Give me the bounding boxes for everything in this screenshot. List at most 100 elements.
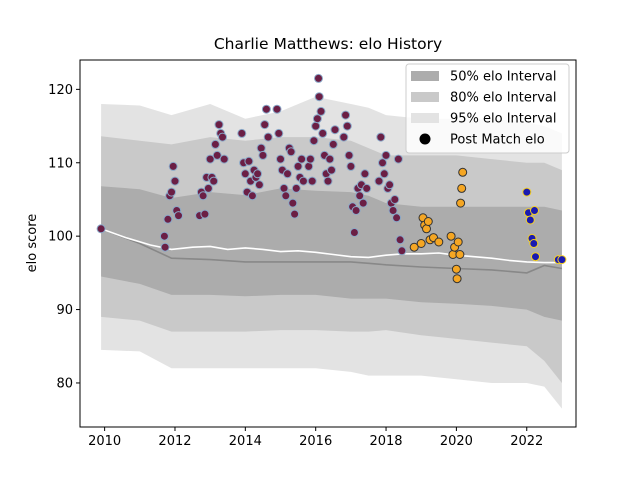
data-point [210, 139, 220, 149]
data-point [318, 128, 328, 138]
data-point [362, 183, 372, 193]
y-tick-label: 90 [56, 303, 73, 318]
data-point [453, 237, 463, 247]
data-point [274, 128, 284, 138]
data-point [423, 217, 433, 226]
data-point [376, 132, 386, 142]
legend-label: 95% elo Interval [450, 112, 557, 127]
axes-frame [79, 59, 577, 428]
legend-swatch [411, 71, 439, 81]
data-point [330, 125, 340, 135]
data-point [381, 150, 391, 160]
data-point [327, 165, 336, 175]
band-50 [101, 186, 562, 321]
data-point [203, 183, 213, 193]
data-point [456, 198, 466, 208]
data-point [286, 147, 296, 157]
data-point [200, 209, 210, 219]
data-point [342, 121, 352, 131]
data-point [305, 154, 315, 164]
data-point [297, 154, 307, 164]
data-point [170, 176, 180, 186]
data-point [531, 252, 540, 262]
data-point [314, 92, 324, 102]
data-point [219, 154, 229, 164]
data-point [256, 143, 266, 153]
legend-box [405, 63, 570, 154]
y-tick-label: 80 [56, 376, 73, 391]
data-point [198, 191, 208, 201]
data-point [349, 228, 359, 237]
data-point [314, 73, 323, 83]
median-line [100, 228, 563, 274]
legend-label: Post Match elo [450, 133, 545, 148]
y-tick-label: 100 [48, 230, 73, 245]
data-point [174, 211, 183, 221]
data-point [209, 176, 219, 186]
data-point [409, 242, 419, 252]
data-point [360, 169, 370, 179]
x-tick-label: 2022 [510, 434, 543, 449]
data-point [522, 187, 532, 197]
data-point [240, 169, 250, 179]
legend-marker [419, 133, 431, 145]
data-point [525, 215, 535, 225]
legend-swatch [411, 92, 439, 102]
data-point [458, 167, 468, 177]
y-axis-label: elo score [25, 214, 40, 273]
data-point [163, 214, 173, 224]
data-point [312, 114, 322, 124]
post-match-line [100, 228, 562, 264]
data-point [247, 191, 257, 201]
data-point [205, 154, 215, 164]
data-point [281, 191, 291, 201]
data-point [309, 136, 319, 146]
legend-label: 50% elo Interval [450, 70, 557, 85]
x-tick-label: 2020 [440, 434, 473, 449]
data-point [260, 120, 270, 130]
data-point [272, 104, 282, 114]
data-point [279, 183, 289, 193]
data-point [339, 132, 349, 142]
data-point [316, 106, 326, 116]
data-point [307, 176, 317, 186]
data-point [168, 161, 178, 171]
data-point [304, 161, 314, 171]
data-point [253, 169, 263, 179]
axes: 2010 2012 2014 2016 2018 2020 2022 80 90 100 110 12… [48, 59, 577, 449]
y-tick-label: 110 [48, 156, 73, 171]
data-point [167, 187, 176, 197]
data-point [434, 237, 444, 247]
x-tick-label: 2010 [88, 434, 121, 449]
data-point [291, 183, 301, 193]
data-point [355, 191, 365, 201]
data-point [529, 239, 539, 248]
data-point [258, 150, 268, 160]
data-point [446, 231, 456, 241]
data-point [390, 195, 400, 204]
data-point [393, 154, 403, 164]
data-point [455, 250, 465, 259]
data-point [452, 274, 462, 284]
x-tick-label: 2014 [229, 434, 262, 449]
data-point [298, 176, 308, 186]
y-tick-label: 120 [48, 83, 73, 98]
data-point [263, 132, 273, 142]
data-point [96, 224, 106, 234]
data-point [254, 180, 264, 190]
data-point [397, 246, 407, 256]
data-point [385, 180, 395, 190]
data-point [457, 183, 467, 193]
data-point [212, 150, 222, 160]
data-point [261, 104, 271, 114]
data-point [341, 110, 351, 120]
data-point [323, 176, 333, 186]
data-point [451, 264, 461, 274]
data-point [395, 235, 405, 245]
legend: 50% elo Interval 80% elo Interval 95% elo … [405, 63, 570, 154]
data-point [288, 198, 298, 208]
data-point [346, 161, 356, 171]
data-point [325, 154, 335, 164]
data-point [237, 128, 247, 138]
